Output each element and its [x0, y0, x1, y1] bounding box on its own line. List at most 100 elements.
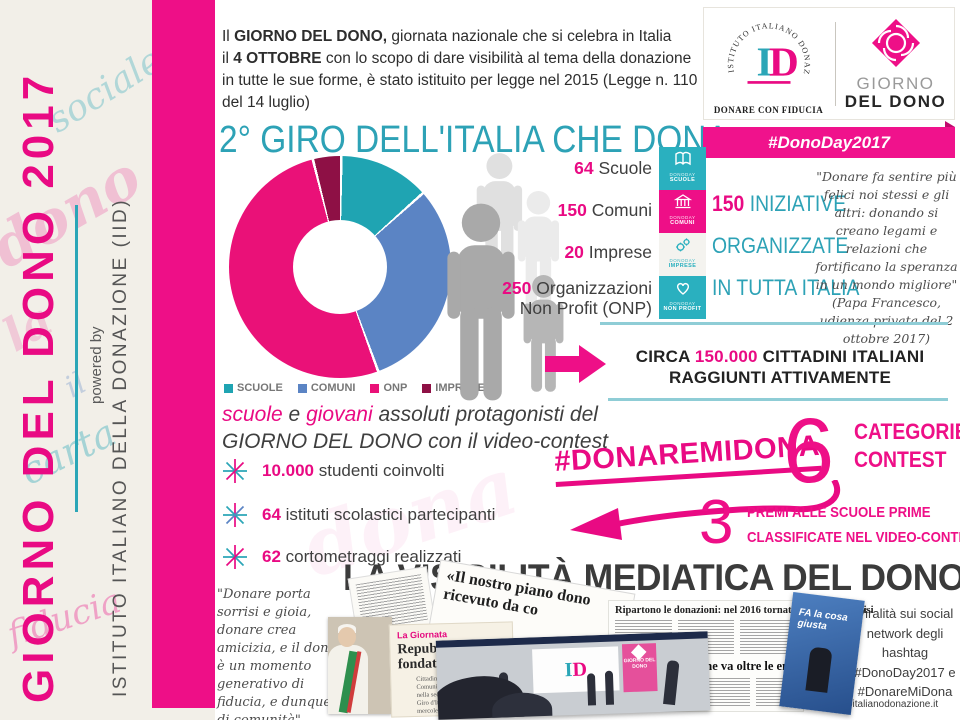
tv-stage-panel: GIORNO DEL DONO — [621, 643, 658, 693]
stat-label: Comuni — [591, 200, 652, 220]
intro-bold: GIORNO DEL DONO, — [234, 27, 388, 45]
tile-comuni: DONODAY COMUNI — [659, 190, 706, 233]
stat-value: 250 — [502, 278, 532, 298]
legend-swatch — [297, 383, 307, 393]
contest-label-text: CATEGORIE — [854, 419, 960, 444]
contest-label-text: CONTEST — [854, 447, 947, 472]
intro-bold: 4 OTTOBRE — [233, 49, 322, 67]
clipping-headline: Ripartono le donazioni: nel 2016 tornate… — [615, 605, 874, 616]
quote-text: "Donare porta sorrisi e gioia, donare cr… — [217, 587, 337, 720]
tv-panel-text: GIORNO DEL DONO — [623, 657, 656, 670]
legend-swatch — [422, 383, 432, 393]
quote-attribution: (Papa Francesco, udienza privata del 2 o… — [819, 295, 954, 346]
tile-brand: DONODAY — [669, 215, 696, 220]
iid-mini-d: D — [572, 658, 588, 681]
asterisk-icon — [223, 545, 247, 569]
page-title-text: 2° GIRO DELL'ITALIA CHE DONA — [219, 119, 729, 162]
iniziative-line: INIZIATIVE — [744, 191, 847, 216]
tile-scuole: DONODAY SCUOLE — [659, 147, 706, 190]
contest-label-1: CATEGORIE — [854, 419, 960, 445]
bullet-number: 10.000 — [262, 461, 314, 480]
iid-logo: ISTITUTO ITALIANO DONAZIONE I D DONARE C… — [709, 5, 829, 115]
tile-brand: DONODAY — [669, 172, 696, 177]
legend-item: COMUNI — [297, 382, 356, 394]
mattarella-quote: "Donare porta sorrisi e gioia, donare cr… — [217, 586, 339, 720]
contest-number: 6 — [783, 405, 834, 497]
premi-label-2: CLASSIFICATE NEL VIDEO-CONTEST — [747, 529, 960, 546]
donoday-hashtag: #DonoDay2017 — [768, 132, 890, 152]
caption-text: GIORNO DEL DONO con il video-contest — [222, 430, 608, 453]
gdd-logo-line2: DEL DONO — [844, 92, 947, 111]
chart-legend: SCUOLE COMUNI ONP IMPRESE — [224, 382, 485, 394]
teal-divider — [600, 322, 948, 325]
stat-value: 150 — [557, 200, 587, 220]
legend-label: SCUOLE — [237, 382, 283, 394]
iid-mini-logo: ID — [564, 658, 587, 682]
intro-text: giornata nazionale che si celebra in Ita… — [387, 27, 672, 45]
premi-number-text: 3 — [699, 488, 734, 557]
iniziative-number: 150 — [712, 191, 745, 216]
tile-imprese: DONODAY IMPRESE — [659, 233, 706, 276]
arrow-right-icon — [545, 345, 606, 383]
tv-screenshot-studio: FA la cosa giusta — [779, 592, 865, 715]
intro-text: Il — [222, 27, 235, 45]
page-title: 2° GIRO DELL'ITALIA CHE DONA — [219, 119, 798, 162]
heart-icon — [676, 282, 689, 295]
tv-screenshot-stage: ID GIORNO DEL DONO — [435, 631, 711, 720]
iid-underline — [747, 80, 790, 84]
legend-label: COMUNI — [310, 382, 356, 394]
papa-francesco-quote: "Donare fa sentire più felici noi stessi… — [815, 168, 958, 348]
event-title-vertical: GIORNO DEL DONO 2017 — [14, 70, 63, 703]
stat-label: Non Profit (ONP) — [519, 298, 652, 318]
bullet-number: 62 — [262, 547, 281, 566]
bullet-studenti: 10.000 studenti coinvolti — [222, 458, 444, 484]
stat-scuole: 64 Scuole — [440, 158, 652, 178]
legend-item: ONP — [370, 382, 407, 394]
donut-chart — [229, 156, 451, 378]
reach-statement: CIRCA 150.000 CITTADINI ITALIANI RAGGIUN… — [615, 346, 945, 388]
caption-text: assoluti protagonisti del — [372, 403, 598, 426]
teal-divider — [608, 398, 948, 401]
sidebar: sociale dono il carta fiducia la GIORNO … — [0, 0, 215, 720]
tv-person — [663, 660, 680, 706]
legend-item: SCUOLE — [224, 382, 283, 394]
diamond-knot-icon — [871, 18, 920, 68]
stat-comuni: 150 Comuni — [440, 200, 652, 220]
bullet-cortometraggi: 62 cortometraggi realizzati — [222, 544, 461, 570]
gears-icon — [675, 238, 690, 252]
iid-letter-i: I — [756, 38, 772, 84]
giorno-del-dono-logo: GIORNO DEL DONO — [842, 16, 950, 111]
iniziative-line: ORGANIZZATE — [712, 233, 849, 258]
asterisk-icon — [223, 503, 247, 527]
tile-brand: DONODAY — [669, 258, 696, 263]
tv-person — [604, 670, 615, 705]
stat-label: Imprese — [588, 242, 652, 262]
reach-number: 150.000 — [694, 347, 758, 366]
logo-box: ISTITUTO ITALIANO DONAZIONE I D DONARE C… — [703, 5, 955, 120]
donoday-ribbon: #DonoDay2017 — [703, 121, 955, 158]
asterisk-icon — [223, 459, 247, 483]
intro-paragraph: Il GIORNO DEL DONO, giornata nazionale c… — [222, 26, 709, 114]
iid-tagline: DONARE CON FIDUCIA — [713, 104, 824, 115]
photo-face — [338, 627, 356, 647]
reach-text: RAGGIUNTI ATTIVAMENTE — [668, 368, 892, 387]
tile-label: IMPRESE — [668, 263, 697, 269]
pink-accent-bar — [152, 0, 215, 708]
contest-number-text: 6 — [783, 400, 835, 502]
tv-show-title: FA la cosa giusta — [796, 606, 849, 633]
intro-text: il — [222, 49, 234, 67]
gdd-logo-line1: GIORNO — [856, 74, 935, 93]
premi-label-1: PREMI ALLE SCUOLE PRIME — [747, 504, 956, 521]
contest-label-2: CONTEST — [854, 447, 959, 473]
tv-person — [805, 646, 833, 693]
intro-text: con lo scopo di dare visibilità al tema … — [321, 49, 692, 67]
protagonisti-caption: scuole e giovani assoluti protagonisti d… — [222, 401, 608, 455]
viral-text: Viralità sui social network degli hashta… — [854, 606, 956, 699]
stat-label: Scuole — [598, 158, 652, 178]
bullet-istituti: 64 istituti scolastici partecipanti — [222, 502, 495, 528]
bullet-number: 64 — [262, 505, 281, 524]
reach-text: CIRCA — [635, 347, 695, 366]
stat-label: Organizzazioni — [536, 278, 652, 298]
caption-text: e — [282, 403, 307, 426]
